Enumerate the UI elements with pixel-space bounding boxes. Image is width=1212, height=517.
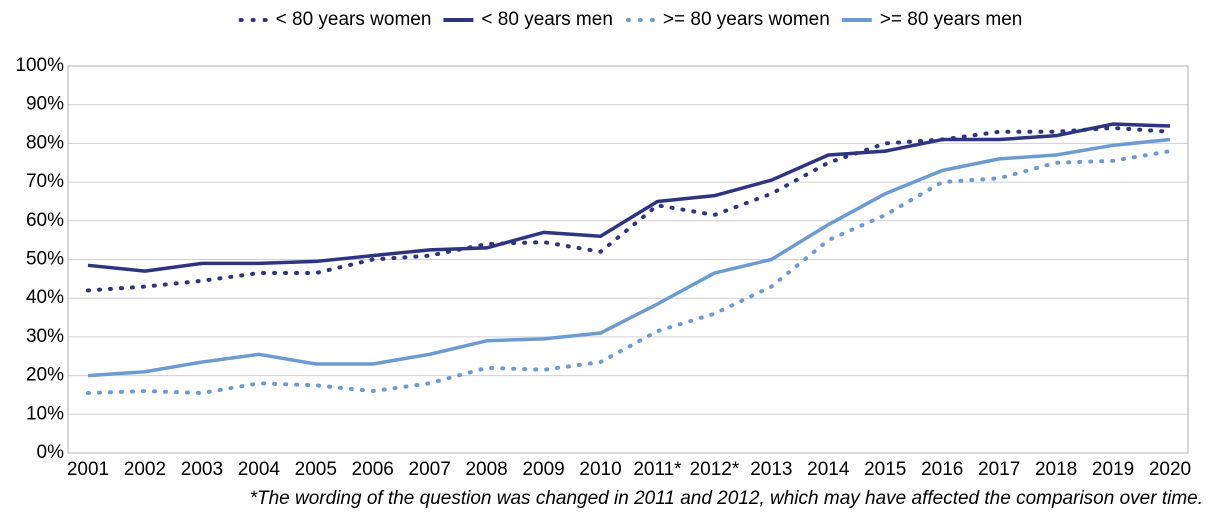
y-tick-label: 30% [26, 326, 64, 347]
series-line [87, 137, 1171, 378]
y-tick-label: 20% [26, 365, 64, 386]
plot-frame [67, 65, 1189, 454]
x-tick-label: 2002 [124, 459, 166, 480]
y-tick-label: 100% [15, 55, 64, 76]
x-tick-label: 2001 [67, 459, 109, 480]
y-tick-label: 60% [26, 210, 64, 231]
x-tick-label: 2008 [465, 459, 507, 480]
x-tick-label: 2004 [238, 459, 281, 480]
y-tick-label: 70% [26, 171, 64, 192]
x-tick-label: 2009 [522, 459, 564, 480]
x-tick-label: 2012* [690, 459, 740, 480]
y-tick-label: 0% [37, 442, 65, 463]
y-tick-label: 50% [26, 249, 64, 270]
x-tick-label: 2007 [409, 459, 451, 480]
footnote: *The wording of the question was changed… [250, 488, 1203, 509]
x-tick-label: 2013 [750, 459, 792, 480]
y-tick-label: 80% [26, 132, 64, 153]
x-tick-label: 2015 [864, 459, 906, 480]
x-tick-label: 2010 [579, 459, 621, 480]
y-tick-label: 40% [26, 287, 64, 308]
x-tick-label: 2018 [1035, 459, 1077, 480]
series-line [86, 125, 1172, 293]
series-line [87, 122, 1171, 273]
legend-label: >= 80 years men [880, 9, 1023, 30]
y-tick-label: 10% [26, 403, 64, 424]
x-tick-label: 2006 [352, 459, 394, 480]
x-tick-label: 2016 [921, 459, 963, 480]
legend-label: < 80 years men [481, 9, 613, 30]
x-tick-label: 2005 [295, 459, 337, 480]
x-tick-label: 2011* [633, 459, 682, 480]
legend-label: < 80 years women [276, 9, 432, 30]
series-line [86, 149, 1172, 396]
legend-label: >= 80 years women [663, 9, 830, 30]
x-tick-label: 2003 [181, 459, 223, 480]
x-tick-label: 2014 [807, 459, 850, 480]
x-tick-label: 2017 [978, 459, 1020, 480]
x-tick-label: 2020 [1149, 459, 1191, 480]
x-tick-label: 2019 [1092, 459, 1134, 480]
y-tick-label: 90% [26, 94, 64, 115]
